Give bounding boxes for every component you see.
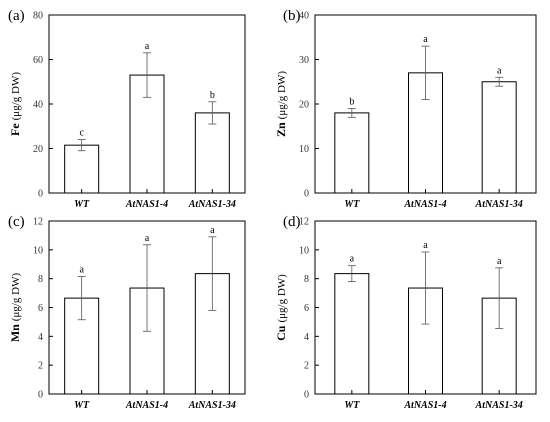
panel-letter: (a)	[8, 8, 25, 24]
y-axis-label: Mn (μg/g DW)	[8, 272, 22, 342]
significance-letter: b	[210, 90, 215, 101]
y-axis-unit: (μg/g DW)	[10, 272, 22, 321]
y-axis-element: Zn	[274, 122, 288, 137]
x-category-label: WT	[74, 400, 90, 411]
chart-panel-4: (d) 0 2 4 6 8 10 12 Cu (μg/g DW) a WT a AtNAS1-4 a AtNA…	[274, 214, 537, 411]
y-tick-label: 8	[38, 274, 43, 285]
x-category-label: AtNAS1-4	[125, 400, 168, 411]
bar-atnas1-34	[194, 112, 230, 194]
y-tick-label: 12	[33, 217, 43, 228]
y-tick-label: 12	[299, 217, 309, 228]
y-tick-label: 10	[33, 245, 43, 256]
significance-letter: a	[210, 225, 215, 236]
significance-letter: b	[349, 96, 354, 107]
x-category-label: WT	[344, 199, 360, 210]
chart-panel-3: (c) 0 2 4 6 8 10 12 Mn (μg/g DW) a WT a AtNAS1-4 a AtNA…	[8, 214, 246, 411]
x-category-label: AtNAS1-34	[475, 400, 523, 411]
y-tick-label: 0	[304, 390, 309, 401]
y-tick-label: 6	[304, 303, 309, 314]
significance-letter: a	[497, 256, 502, 267]
chart-panel-1: (a) 0 20 40 60 80 Fe (μg/g DW) c WT a AtNAS1-4 b AtNA…	[8, 8, 246, 210]
y-axis-element: Cu	[274, 325, 288, 341]
y-tick-label: 0	[304, 189, 309, 200]
chart-panel-2: (b) 0 10 20 30 40 Zn (μg/g DW) b WT a AtNAS1-4 a AtNA…	[274, 8, 537, 210]
significance-letter: a	[423, 240, 428, 251]
x-category-label: WT	[74, 199, 90, 210]
x-category-label: AtNAS1-34	[475, 199, 523, 210]
panel-letter: (b)	[283, 8, 301, 24]
bar-atnas1-4	[408, 72, 443, 194]
significance-letter: a	[145, 233, 150, 244]
x-category-label: AtNAS1-34	[188, 400, 236, 411]
significance-letter: a	[350, 254, 355, 265]
x-category-label: AtNAS1-4	[403, 400, 446, 411]
significance-letter: a	[145, 41, 150, 52]
y-tick-label: 0	[38, 390, 43, 401]
x-category-label: AtNAS1-4	[125, 199, 168, 210]
significance-letter: a	[79, 265, 84, 276]
y-axis-unit: (μg/g DW)	[276, 274, 288, 323]
panel-letter: (d)	[283, 214, 301, 230]
y-tick-label: 20	[33, 144, 43, 155]
bar-atnas1-34	[481, 81, 517, 194]
y-axis-element: Fe	[8, 123, 22, 136]
bar-wt	[334, 112, 370, 194]
y-axis-unit: (μg/g DW)	[10, 72, 22, 121]
x-category-label: AtNAS1-4	[403, 199, 446, 210]
y-tick-label: 10	[299, 245, 309, 256]
y-tick-label: 4	[304, 332, 309, 343]
y-tick-label: 6	[38, 303, 43, 314]
y-tick-label: 8	[304, 274, 309, 285]
bar-wt	[64, 144, 100, 194]
x-category-label: WT	[344, 400, 360, 411]
y-tick-label: 60	[33, 55, 43, 66]
y-tick-label: 40	[299, 11, 309, 22]
bar-wt	[334, 273, 370, 395]
y-tick-label: 2	[304, 361, 309, 372]
y-tick-label: 4	[38, 332, 43, 343]
y-tick-label: 30	[299, 55, 309, 66]
y-tick-label: 20	[299, 100, 309, 111]
y-axis-label: Fe (μg/g DW)	[8, 72, 22, 136]
significance-letter: a	[497, 65, 502, 76]
y-axis-element: Mn	[8, 324, 22, 342]
y-tick-label: 40	[33, 100, 43, 111]
y-tick-label: 10	[299, 144, 309, 155]
y-axis-label: Zn (μg/g DW)	[274, 71, 288, 137]
y-tick-label: 80	[33, 11, 43, 22]
x-category-label: AtNAS1-34	[188, 199, 236, 210]
y-axis-unit: (μg/g DW)	[276, 71, 288, 120]
y-tick-label: 0	[38, 189, 43, 200]
panel-letter: (c)	[8, 214, 25, 230]
y-axis-label: Cu (μg/g DW)	[274, 274, 288, 341]
significance-letter: a	[423, 34, 428, 45]
significance-letter: c	[79, 128, 84, 139]
y-tick-label: 2	[38, 361, 43, 372]
